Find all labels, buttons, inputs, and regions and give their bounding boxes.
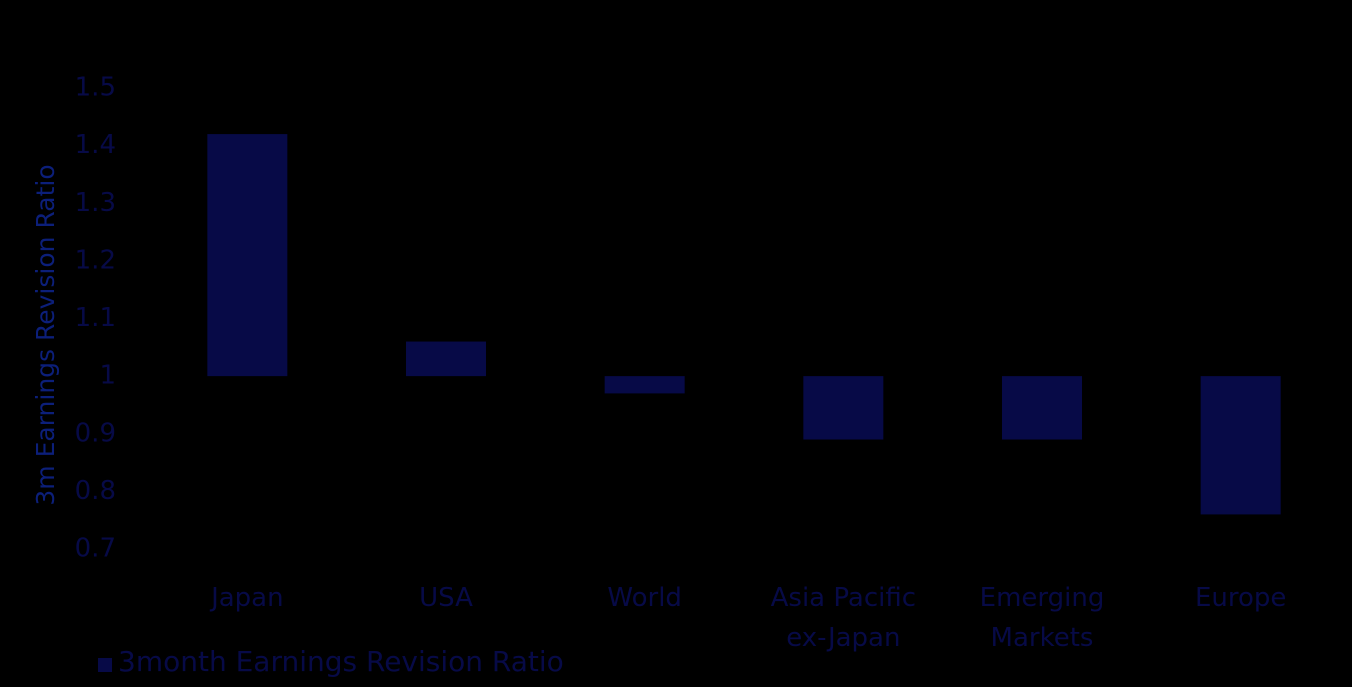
x-tick-label-line: Markets (991, 623, 1094, 653)
bar (604, 376, 685, 394)
bar (803, 376, 884, 440)
y-tick-label: 1.2 (75, 245, 116, 275)
y-axis-ticks: 0.7 0.8 0.9 1 1.1 1.2 1.3 1.4 1.5 (75, 73, 116, 564)
y-tick-label: 0.8 (75, 476, 116, 506)
y-axis-title: 3m Earnings Revision Ratio (31, 164, 60, 505)
x-tick-label-line: Asia Pacific (771, 583, 916, 613)
x-tick-label: USA (419, 583, 473, 613)
x-tick-label: Japan (209, 583, 284, 613)
y-tick-label: 1.1 (75, 303, 116, 333)
bar (207, 134, 288, 377)
y-tick-label: 0.7 (75, 534, 116, 564)
x-tick-label: World (607, 583, 682, 613)
bar (1002, 376, 1082, 440)
x-tick-label-line: Emerging (980, 583, 1105, 613)
bars (207, 134, 1281, 515)
x-tick-label-line: ex-Japan (786, 623, 900, 653)
legend-swatch (98, 658, 112, 672)
y-tick-label: 1.4 (75, 130, 116, 160)
x-tick-label-line: Japan (209, 583, 284, 613)
y-tick-label: 1 (99, 361, 116, 391)
y-tick-label: 1.3 (75, 188, 116, 218)
x-tick-label: Europe (1195, 583, 1286, 613)
y-tick-label: 0.9 (75, 418, 116, 448)
x-tick-label: Emerging Markets (980, 583, 1105, 653)
x-tick-label-line: USA (419, 583, 473, 613)
y-tick-label: 1.5 (75, 73, 116, 103)
legend-label: 3month Earnings Revision Ratio (118, 645, 564, 678)
x-tick-label-line: World (607, 583, 682, 613)
bar (406, 341, 486, 377)
x-tick-label-line: Europe (1195, 583, 1286, 613)
x-tick-label: Asia Pacific ex-Japan (771, 583, 916, 653)
legend: 3month Earnings Revision Ratio (98, 645, 564, 678)
bar (1200, 376, 1281, 515)
x-axis-labels: Japan USA World Asia Pacific ex-Japan Emergin… (209, 583, 1286, 653)
